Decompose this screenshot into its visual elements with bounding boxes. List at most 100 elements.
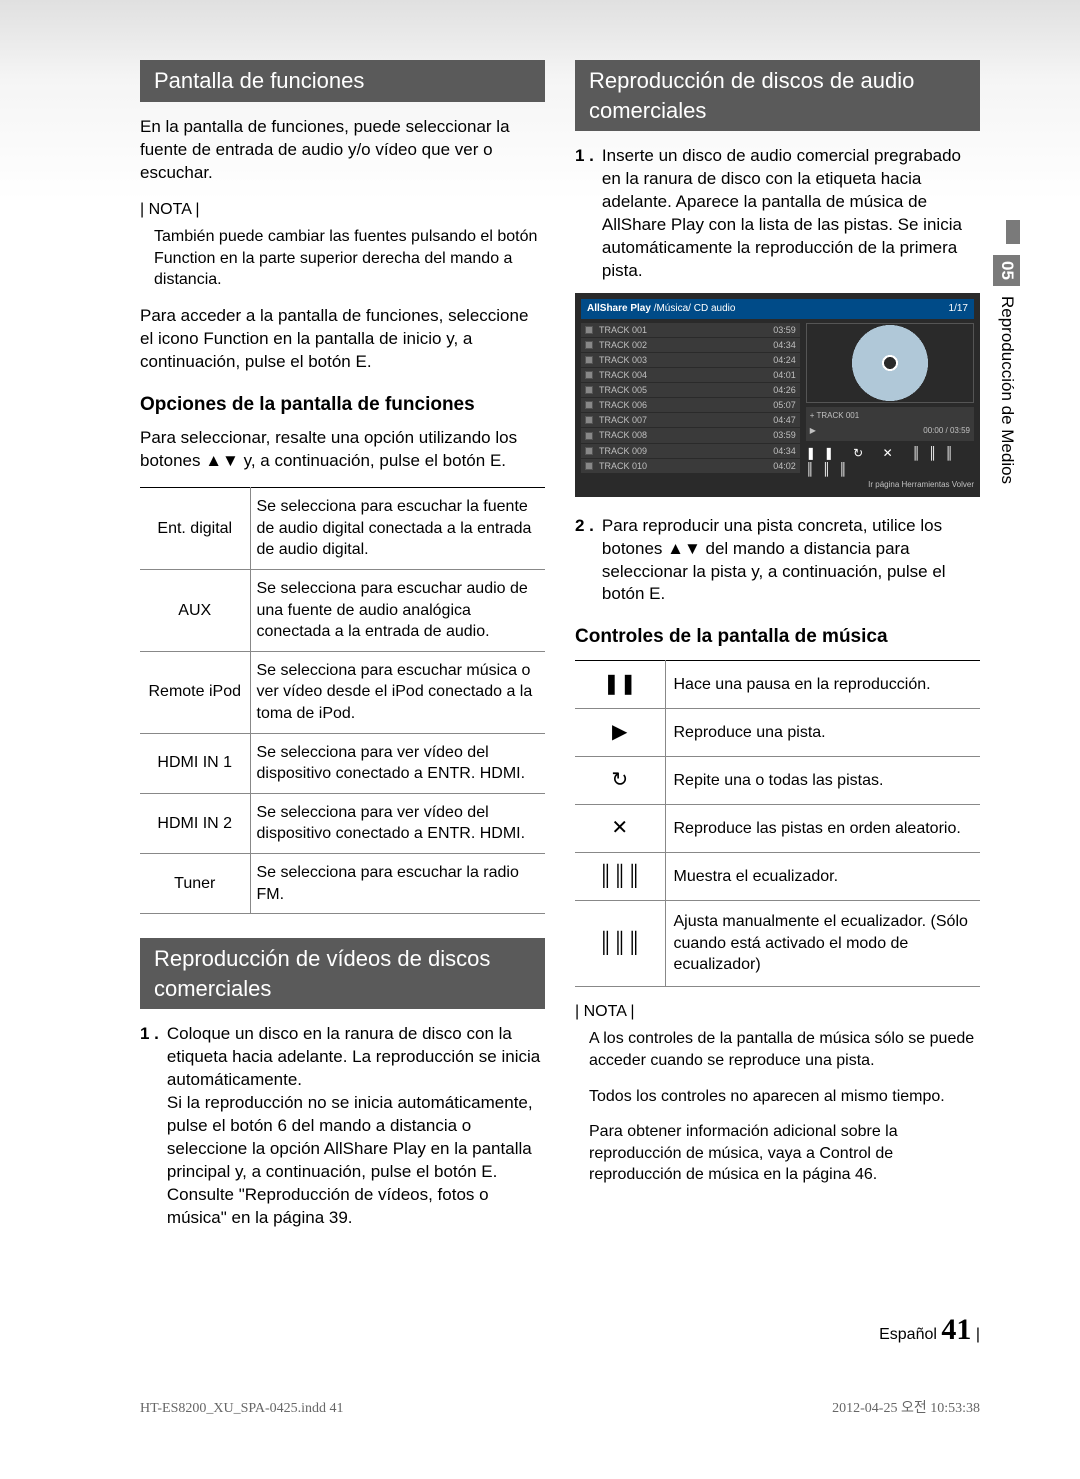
page-footer: Español 41 | HT-ES8200_XU_SPA-0425.indd … bbox=[140, 1310, 980, 1419]
track-name: TRACK 010 bbox=[599, 460, 767, 472]
mock-track-row: TRACK 002 04:34 bbox=[581, 338, 800, 352]
table-row: ✕Reproduce las pistas en orden aleatorio… bbox=[575, 805, 980, 853]
print-file: HT-ES8200_XU_SPA-0425.indd 41 bbox=[140, 1400, 344, 1419]
note-text: A los controles de la pantalla de música… bbox=[575, 1028, 980, 1071]
option-desc: Se selecciona para escuchar la fuente de… bbox=[250, 488, 545, 570]
right-column: Reproducción de discos de audio comercia… bbox=[575, 60, 980, 1240]
section-heading: Reproducción de discos de audio comercia… bbox=[575, 60, 980, 131]
table-row: ▶Reproduce una pista. bbox=[575, 709, 980, 757]
step-number: 1 . bbox=[140, 1023, 159, 1229]
track-dot-icon bbox=[585, 371, 593, 379]
mock-track-row: TRACK 00504:26 bbox=[581, 383, 800, 397]
table-row: ↻Repite una o todas las pistas. bbox=[575, 757, 980, 805]
track-duration: 04:34 bbox=[773, 339, 796, 351]
option-name: HDMI IN 2 bbox=[140, 793, 250, 853]
option-desc: Se selecciona para escuchar la radio FM. bbox=[250, 853, 545, 913]
track-name: TRACK 003 bbox=[599, 354, 767, 366]
option-desc: Se selecciona para ver vídeo del disposi… bbox=[250, 733, 545, 793]
allshare-screenshot: AllShare Play /Música/ CD audio 1/17 TRA… bbox=[575, 293, 980, 497]
track-duration: 04:47 bbox=[773, 414, 796, 426]
now-playing-track: + TRACK 001 bbox=[810, 411, 970, 422]
track-name: TRACK 009 bbox=[599, 445, 767, 457]
track-duration: 03:59 bbox=[773, 324, 796, 336]
note-text: Para obtener información adicional sobre… bbox=[575, 1121, 980, 1186]
steps-list: 1 . Inserte un disco de audio comercial … bbox=[575, 145, 980, 283]
track-duration: 05:07 bbox=[773, 399, 796, 411]
mock-header: AllShare Play /Música/ CD audio 1/17 bbox=[581, 299, 974, 319]
track-name: TRACK 006 bbox=[599, 399, 767, 411]
mock-track-row: TRACK 010 04:02 bbox=[581, 459, 800, 473]
track-name: TRACK 005 bbox=[599, 384, 767, 396]
table-row: AUXSe selecciona para escuchar audio de … bbox=[140, 569, 545, 651]
note-label: | NOTA | bbox=[575, 1001, 980, 1023]
note-text: Todos los controles no aparecen al mismo… bbox=[575, 1086, 980, 1108]
table-row: Ent. digitalSe selecciona para escuchar … bbox=[140, 488, 545, 570]
time-display: 00:00 / 03:59 bbox=[923, 426, 970, 437]
play-icon: ▶ bbox=[810, 426, 816, 437]
track-dot-icon bbox=[585, 401, 593, 409]
table-row: Remote iPodSe selecciona para escuchar m… bbox=[140, 651, 545, 733]
track-duration: 04:34 bbox=[773, 445, 796, 457]
mock-counter: 1/17 bbox=[949, 302, 968, 316]
left-column: Pantalla de funciones En la pantalla de … bbox=[140, 60, 545, 1240]
section-heading: Pantalla de funciones bbox=[140, 60, 545, 102]
track-dot-icon bbox=[585, 447, 593, 455]
track-duration: 04:02 bbox=[773, 460, 796, 472]
option-name: AUX bbox=[140, 569, 250, 651]
controls-table: ❚❚Hace una pausa en la reproducción.▶Rep… bbox=[575, 660, 980, 987]
control-icon: ❚❚ bbox=[575, 661, 665, 709]
section-heading: Reproducción de vídeos de discos comerci… bbox=[140, 938, 545, 1009]
option-desc: Se selecciona para ver vídeo del disposi… bbox=[250, 793, 545, 853]
control-icon: ║║║ bbox=[575, 853, 665, 901]
step-body: Inserte un disco de audio comercial preg… bbox=[602, 145, 980, 283]
track-duration: 04:24 bbox=[773, 354, 796, 366]
control-desc: Reproduce una pista. bbox=[665, 709, 980, 757]
mock-brand: AllShare Play bbox=[587, 303, 651, 314]
table-row: ║║║Muestra el ecualizador. bbox=[575, 853, 980, 901]
control-desc: Repite una o todas las pistas. bbox=[665, 757, 980, 805]
control-desc: Ajusta manualmente el ecualizador. (Sólo… bbox=[665, 901, 980, 987]
mock-track-row: TRACK 003 04:24 bbox=[581, 353, 800, 367]
subheading: Controles de la pantalla de música bbox=[575, 624, 980, 650]
note-label: | NOTA | bbox=[140, 199, 545, 221]
track-name: TRACK 002 bbox=[599, 339, 767, 351]
option-desc: Se selecciona para escuchar audio de una… bbox=[250, 569, 545, 651]
table-row: ❚❚Hace una pausa en la reproducción. bbox=[575, 661, 980, 709]
track-duration: 04:01 bbox=[773, 369, 796, 381]
control-icon: ↻ bbox=[575, 757, 665, 805]
track-dot-icon bbox=[585, 386, 593, 394]
track-name: TRACK 007 bbox=[599, 414, 767, 426]
mock-track-row: TRACK 008 03:59 bbox=[581, 428, 800, 442]
mock-track-row: TRACK 007 04:47 bbox=[581, 413, 800, 427]
option-name: Remote iPod bbox=[140, 651, 250, 733]
track-dot-icon bbox=[585, 432, 593, 440]
access-text: Para acceder a la pantalla de funciones,… bbox=[140, 305, 545, 374]
page-number: 41 bbox=[941, 1313, 971, 1346]
option-name: Tuner bbox=[140, 853, 250, 913]
track-dot-icon bbox=[585, 462, 593, 470]
mock-track-row: TRACK 00103:59 bbox=[581, 323, 800, 337]
note-text: También puede cambiar las fuentes pulsan… bbox=[140, 226, 545, 291]
track-name: TRACK 008 bbox=[599, 429, 767, 441]
disc-icon bbox=[806, 323, 974, 403]
mock-footer: Ir página Herramientas Volver bbox=[581, 477, 974, 491]
control-icon: ✕ bbox=[575, 805, 665, 853]
option-desc: Se selecciona para escuchar música o ver… bbox=[250, 651, 545, 733]
table-row: TunerSe selecciona para escuchar la radi… bbox=[140, 853, 545, 913]
option-name: Ent. digital bbox=[140, 488, 250, 570]
mock-track-row: TRACK 009 04:34 bbox=[581, 444, 800, 458]
steps-list: 2 . Para reproducir una pista concreta, … bbox=[575, 515, 980, 607]
control-desc: Muestra el ecualizador. bbox=[665, 853, 980, 901]
table-row: HDMI IN 2Se selecciona para ver vídeo de… bbox=[140, 793, 545, 853]
control-desc: Reproduce las pistas en orden aleatorio. bbox=[665, 805, 980, 853]
track-dot-icon bbox=[585, 416, 593, 424]
mock-source: CD audio bbox=[694, 303, 736, 314]
mock-control-row: ❚❚ ↻ ✕ ║║║ ║║║ bbox=[806, 445, 974, 477]
options-table: Ent. digitalSe selecciona para escuchar … bbox=[140, 487, 545, 914]
print-timestamp: 2012-04-25 오전 10:53:38 bbox=[832, 1400, 980, 1419]
control-icon: ▶ bbox=[575, 709, 665, 757]
language-label: Español bbox=[879, 1326, 937, 1343]
track-duration: 03:59 bbox=[773, 429, 796, 441]
step-body: Coloque un disco en la ranura de disco c… bbox=[167, 1023, 545, 1229]
steps-list: 1 . Coloque un disco en la ranura de dis… bbox=[140, 1023, 545, 1229]
